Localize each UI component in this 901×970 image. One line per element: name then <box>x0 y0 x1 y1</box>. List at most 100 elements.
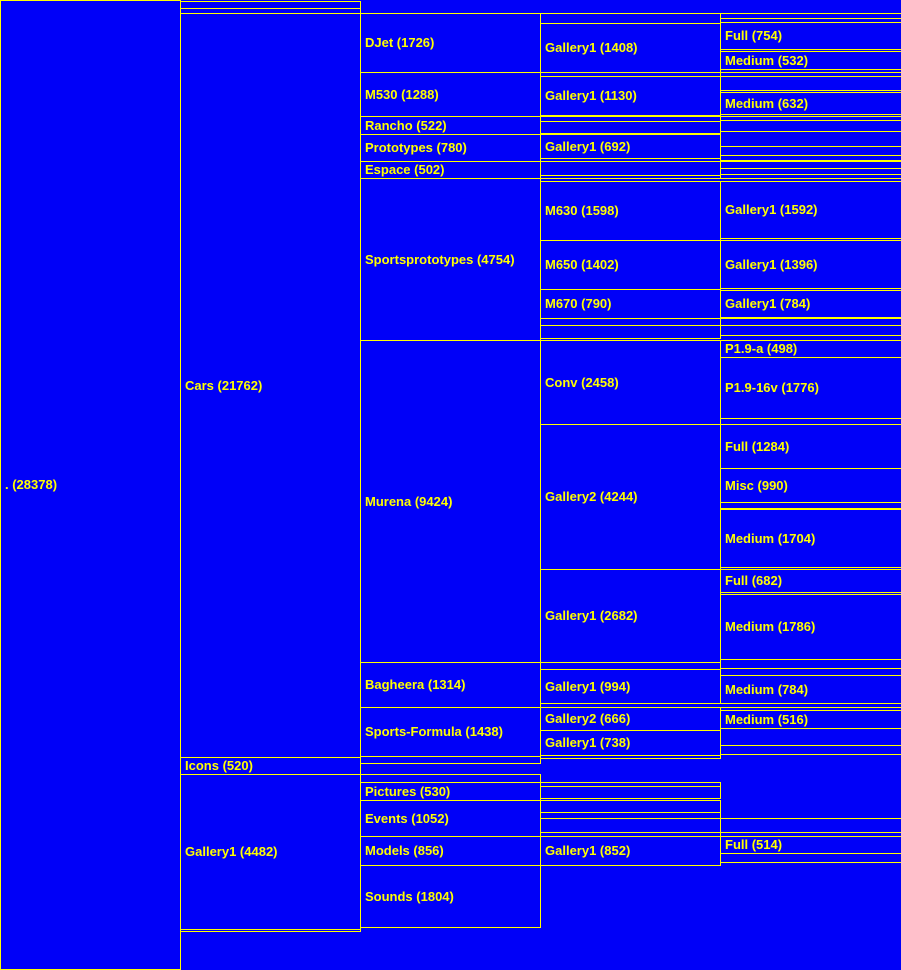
node-espace[interactable]: Espace (502) <box>360 161 541 179</box>
node-m530-medium[interactable]: Medium (632) <box>720 92 901 115</box>
node-m530-gallery1[interactable]: Gallery1 (1130) <box>540 76 721 116</box>
node-murena[interactable]: Murena (9424) <box>360 340 541 663</box>
node-sf-medium[interactable]: Medium (516) <box>720 710 901 729</box>
node-label: Models (856) <box>365 843 444 858</box>
node-label: P1.9-16v (1776) <box>725 380 819 395</box>
node-label: Gallery1 (2682) <box>545 608 638 623</box>
node-djet[interactable]: DJet (1726) <box>360 13 541 73</box>
node-unlabeled[interactable] <box>720 174 901 179</box>
node-unlabeled[interactable] <box>720 131 901 147</box>
node-m670[interactable]: M670 (790) <box>540 289 721 319</box>
node-label: M630 (1598) <box>545 203 619 218</box>
node-label: Full (754) <box>725 28 783 43</box>
node-conv[interactable]: Conv (2458) <box>540 340 721 425</box>
node-prototypes[interactable]: Prototypes (780) <box>360 134 541 162</box>
node-unlabeled[interactable] <box>540 818 721 833</box>
node-unlabeled[interactable] <box>720 76 901 91</box>
node-label: P1.9-a (498) <box>725 341 798 356</box>
node-unlabeled[interactable] <box>720 502 901 509</box>
node-unlabeled[interactable] <box>180 929 361 932</box>
node-label: Gallery1 (4482) <box>185 844 278 859</box>
node-m530[interactable]: M530 (1288) <box>360 72 541 117</box>
node-m670-gallery1[interactable]: Gallery1 (784) <box>720 290 901 318</box>
node-label: M530 (1288) <box>365 86 439 102</box>
node-unlabeled[interactable] <box>720 745 901 755</box>
node-m630-gallery1[interactable]: Gallery1 (1592) <box>720 181 901 239</box>
node-label: . (28378) <box>5 477 58 492</box>
node-unlabeled[interactable] <box>720 155 901 161</box>
node-root[interactable]: . (28378) <box>0 0 181 970</box>
node-djet-full[interactable]: Full (754) <box>720 22 901 50</box>
node-label: Medium (1786) <box>725 619 816 634</box>
node-gallery1-top[interactable]: Gallery1 (4482) <box>180 774 361 930</box>
node-pictures[interactable]: Pictures (530) <box>360 782 541 801</box>
node-label: Medium (516) <box>725 711 809 727</box>
node-unlabeled[interactable] <box>360 756 541 764</box>
node-rancho[interactable]: Rancho (522) <box>360 116 541 135</box>
node-unlabeled[interactable] <box>720 818 901 833</box>
node-label: Misc (990) <box>725 477 788 493</box>
node-unlabeled[interactable] <box>540 175 721 179</box>
node-label: Sports-Formula (1438) <box>365 724 503 739</box>
node-sf-gallery2[interactable]: Gallery2 (666) <box>540 707 721 731</box>
node-models-full[interactable]: Full (514) <box>720 836 901 854</box>
node-djet-gallery1[interactable]: Gallery1 (1408) <box>540 23 721 73</box>
node-bagheera[interactable]: Bagheera (1314) <box>360 662 541 708</box>
node-g1-full[interactable]: Full (682) <box>720 569 901 593</box>
node-label: Sounds (1804) <box>365 888 454 904</box>
node-label: Medium (784) <box>725 681 809 697</box>
node-prototypes-gallery1[interactable]: Gallery1 (692) <box>540 134 721 159</box>
node-label: Prototypes (780) <box>365 140 467 155</box>
node-sportsprototypes[interactable]: Sportsprototypes (4754) <box>360 178 541 341</box>
node-unlabeled[interactable] <box>540 325 721 339</box>
node-g1-medium[interactable]: Medium (1786) <box>720 594 901 660</box>
node-label: Conv (2458) <box>545 374 619 390</box>
node-label: Espace (502) <box>365 162 445 177</box>
node-sf-gallery1[interactable]: Gallery1 (738) <box>540 730 721 756</box>
node-label: Bagheera (1314) <box>365 677 466 692</box>
node-label: Full (682) <box>725 573 783 588</box>
node-label: Events (1052) <box>365 810 449 826</box>
node-m650[interactable]: M650 (1402) <box>540 240 721 290</box>
node-label: Gallery2 (4244) <box>545 489 638 504</box>
node-label: Gallery1 (1592) <box>725 202 818 217</box>
node-unlabeled[interactable] <box>720 325 901 336</box>
node-models-gallery1[interactable]: Gallery1 (852) <box>540 836 721 866</box>
node-label: Sportsprototypes (4754) <box>365 251 515 267</box>
node-p19a[interactable]: P1.9-a (498) <box>720 340 901 358</box>
node-sports-formula[interactable]: Sports-Formula (1438) <box>360 707 541 757</box>
node-unlabeled[interactable] <box>540 786 721 799</box>
node-label: Gallery1 (994) <box>545 678 631 694</box>
node-p1916v[interactable]: P1.9-16v (1776) <box>720 357 901 419</box>
node-g2-full[interactable]: Full (1284) <box>720 424 901 469</box>
node-cars[interactable]: Cars (21762) <box>180 13 361 758</box>
node-models[interactable]: Models (856) <box>360 836 541 866</box>
node-sounds[interactable]: Sounds (1804) <box>360 865 541 928</box>
node-djet-medium[interactable]: Medium (532) <box>720 51 901 70</box>
node-murena-gallery2[interactable]: Gallery2 (4244) <box>540 424 721 570</box>
node-g2-misc[interactable]: Misc (990) <box>720 468 901 503</box>
node-label: Cars (21762) <box>185 377 263 393</box>
node-label: Icons (520) <box>185 758 253 773</box>
node-label: Gallery1 (784) <box>725 296 811 311</box>
node-label: Full (1284) <box>725 438 790 454</box>
node-murena-gallery1[interactable]: Gallery1 (2682) <box>540 569 721 663</box>
node-unlabeled[interactable] <box>540 121 721 134</box>
node-m650-gallery1[interactable]: Gallery1 (1396) <box>720 240 901 289</box>
node-label: Gallery2 (666) <box>545 711 631 726</box>
node-g2-medium[interactable]: Medium (1704) <box>720 509 901 568</box>
node-bagheera-medium[interactable]: Medium (784) <box>720 675 901 704</box>
node-unlabeled[interactable] <box>540 755 721 759</box>
node-label: Gallery1 (1408) <box>545 40 638 55</box>
node-icons[interactable]: Icons (520) <box>180 757 361 775</box>
node-unlabeled[interactable] <box>720 728 901 746</box>
node-label: Gallery1 (852) <box>545 843 631 858</box>
node-label: Pictures (530) <box>365 783 451 799</box>
node-unlabeled[interactable] <box>720 853 901 863</box>
node-m630[interactable]: M630 (1598) <box>540 181 721 241</box>
node-events[interactable]: Events (1052) <box>360 800 541 837</box>
node-bagheera-gallery1[interactable]: Gallery1 (994) <box>540 669 721 704</box>
node-label: Murena (9424) <box>365 493 453 509</box>
node-label: Gallery1 (1130) <box>545 88 637 103</box>
node-unlabeled[interactable] <box>540 161 721 176</box>
